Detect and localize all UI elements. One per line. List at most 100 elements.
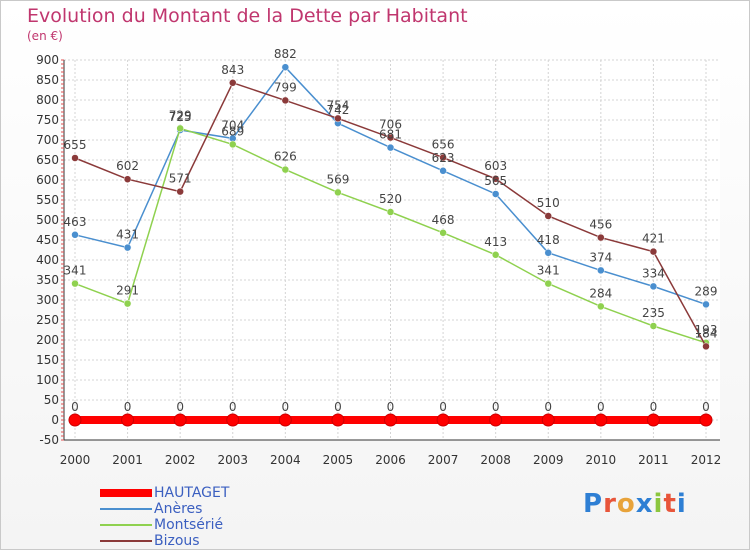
y-tick-label: 600 bbox=[36, 173, 59, 187]
data-point bbox=[176, 187, 184, 196]
data-label: 882 bbox=[274, 47, 297, 61]
legend-item-aneres: Anères bbox=[100, 501, 229, 517]
data-label: 689 bbox=[221, 124, 244, 138]
y-tick-label: 0 bbox=[51, 413, 59, 427]
data-point bbox=[597, 233, 605, 242]
data-label: 602 bbox=[116, 159, 139, 173]
data-point bbox=[544, 249, 552, 257]
data-label: 431 bbox=[116, 228, 139, 242]
legend-swatch-montserie bbox=[100, 524, 152, 526]
data-label: 725 bbox=[169, 110, 192, 124]
data-label: 0 bbox=[597, 400, 605, 414]
data-label: 374 bbox=[589, 250, 612, 264]
data-label: 626 bbox=[274, 150, 297, 164]
data-label: 421 bbox=[642, 232, 665, 246]
logo-letter: x bbox=[635, 489, 654, 519]
data-label: 681 bbox=[379, 128, 402, 142]
data-point bbox=[699, 413, 713, 427]
data-point bbox=[491, 190, 500, 198]
data-point bbox=[597, 302, 605, 311]
data-label: 0 bbox=[176, 400, 184, 414]
data-point bbox=[123, 243, 132, 252]
y-tick-label: 350 bbox=[36, 273, 59, 287]
data-label: 413 bbox=[484, 235, 507, 249]
legend-label-bizous: Bizous bbox=[154, 533, 200, 549]
data-point bbox=[594, 413, 608, 427]
plot-area bbox=[64, 60, 720, 440]
legend-label-hautaget: HAUTAGET bbox=[154, 485, 230, 501]
y-tick-label: 900 bbox=[36, 53, 59, 67]
data-label: 729 bbox=[169, 108, 192, 122]
data-label: 603 bbox=[484, 159, 507, 173]
x-tick-label: 2006 bbox=[375, 453, 406, 467]
legend-label-aneres: Anères bbox=[154, 501, 203, 517]
data-point bbox=[123, 175, 132, 183]
data-label: 0 bbox=[492, 400, 500, 414]
y-tick-label: 100 bbox=[36, 373, 59, 387]
y-tick-label: 800 bbox=[36, 93, 59, 107]
data-point bbox=[229, 79, 237, 87]
data-point bbox=[121, 413, 135, 427]
data-point bbox=[173, 413, 187, 427]
y-tick-label: 750 bbox=[36, 113, 59, 127]
y-tick-label: 50 bbox=[44, 393, 59, 407]
data-label: 193 bbox=[695, 323, 718, 337]
data-point bbox=[281, 96, 290, 105]
data-point bbox=[439, 167, 447, 175]
x-tick-label: 2003 bbox=[217, 453, 248, 467]
data-point bbox=[702, 342, 710, 351]
x-tick-label: 2009 bbox=[533, 453, 564, 467]
data-point bbox=[544, 212, 552, 220]
data-label: 0 bbox=[334, 400, 342, 414]
x-tick-label: 2004 bbox=[270, 453, 301, 467]
data-label: 291 bbox=[116, 284, 139, 298]
logo-letter: i bbox=[653, 489, 664, 519]
data-point bbox=[439, 153, 447, 162]
data-point bbox=[331, 413, 345, 427]
x-tick-label: 2011 bbox=[638, 453, 669, 467]
x-tick-label: 2012 bbox=[691, 453, 722, 467]
y-tick-label: 200 bbox=[36, 333, 59, 347]
y-tick-label: 650 bbox=[36, 153, 59, 167]
x-tick-label: 2005 bbox=[323, 453, 354, 467]
data-point bbox=[646, 413, 660, 427]
data-point bbox=[649, 247, 658, 256]
y-tick-label: 500 bbox=[36, 213, 59, 227]
data-point bbox=[123, 299, 132, 308]
x-tick-label: 2002 bbox=[165, 453, 196, 467]
data-label: 0 bbox=[282, 400, 290, 414]
data-point bbox=[386, 208, 395, 216]
data-label: 289 bbox=[695, 284, 718, 298]
data-point bbox=[176, 124, 184, 133]
y-tick-label: 550 bbox=[36, 193, 59, 207]
x-tick-label: 2007 bbox=[428, 453, 459, 467]
data-point bbox=[436, 413, 450, 427]
logo-letter: i bbox=[676, 489, 687, 519]
data-point bbox=[491, 251, 500, 259]
data-label: 0 bbox=[124, 400, 132, 414]
data-label: 0 bbox=[387, 400, 395, 414]
data-label: 0 bbox=[439, 400, 447, 414]
data-point bbox=[491, 175, 500, 183]
legend-item-bizous: Bizous bbox=[100, 533, 229, 549]
data-point bbox=[384, 413, 397, 427]
data-point bbox=[597, 266, 605, 275]
legend-swatch-hautaget bbox=[100, 489, 152, 497]
data-label: 341 bbox=[64, 264, 87, 278]
data-label: 456 bbox=[589, 218, 612, 232]
data-point bbox=[702, 300, 710, 309]
logo-letter: r bbox=[603, 489, 617, 519]
data-label: 799 bbox=[274, 80, 297, 94]
data-label: 655 bbox=[64, 138, 87, 152]
legend: HAUTAGET Anères Montsérié Bizous bbox=[100, 485, 229, 549]
data-point bbox=[544, 279, 552, 288]
data-label: 0 bbox=[702, 400, 710, 414]
y-tick-label: 150 bbox=[36, 353, 59, 367]
data-label: 569 bbox=[326, 172, 349, 186]
data-point bbox=[71, 231, 79, 239]
data-label: 742 bbox=[326, 103, 349, 117]
data-label: 418 bbox=[537, 233, 560, 247]
data-point bbox=[649, 322, 658, 330]
data-point bbox=[489, 413, 503, 427]
